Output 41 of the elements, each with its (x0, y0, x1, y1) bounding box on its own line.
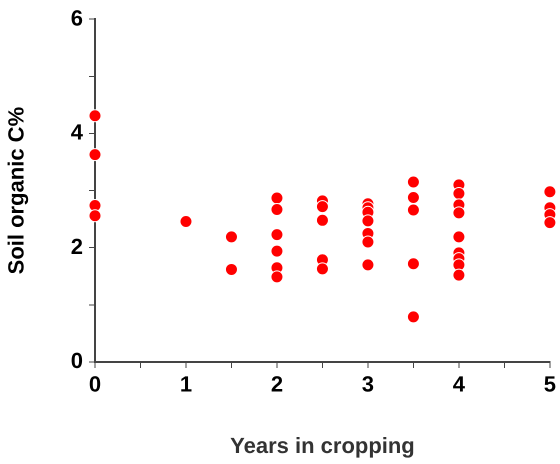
x-tick-label: 5 (544, 371, 556, 396)
point (316, 214, 329, 227)
point (361, 236, 374, 249)
y-axis-title: Soil organic C% (3, 106, 28, 274)
point (179, 214, 192, 228)
x-tick-label: 1 (180, 371, 192, 396)
point (406, 257, 420, 270)
point (452, 268, 466, 282)
point (406, 190, 420, 204)
y-tick-label: 0 (70, 348, 83, 374)
x-tick-label: 2 (270, 371, 284, 396)
point (452, 206, 466, 220)
point (406, 204, 420, 217)
y-tick-label: 6 (70, 5, 83, 30)
point (452, 230, 466, 244)
point (224, 230, 238, 244)
point (543, 216, 556, 230)
point (406, 310, 420, 324)
point (316, 262, 329, 276)
x-tick-label: 0 (88, 371, 102, 396)
y-tick-label: 2 (70, 234, 83, 259)
x-tick-label: 4 (452, 371, 466, 396)
point (270, 228, 284, 242)
point (224, 262, 238, 276)
y-tick-label: 4 (70, 120, 84, 145)
point (88, 109, 102, 122)
point (543, 185, 556, 198)
point (88, 148, 102, 162)
point (316, 200, 329, 214)
point (88, 198, 102, 212)
point (270, 202, 284, 216)
point (270, 244, 284, 258)
point (270, 192, 284, 205)
point (361, 258, 374, 272)
point (406, 176, 420, 189)
point (270, 270, 284, 284)
point (361, 214, 374, 228)
point (452, 186, 466, 200)
x-axis-title: Years in cropping (230, 432, 415, 458)
x-tick-label: 3 (362, 371, 374, 396)
point (88, 209, 102, 222)
